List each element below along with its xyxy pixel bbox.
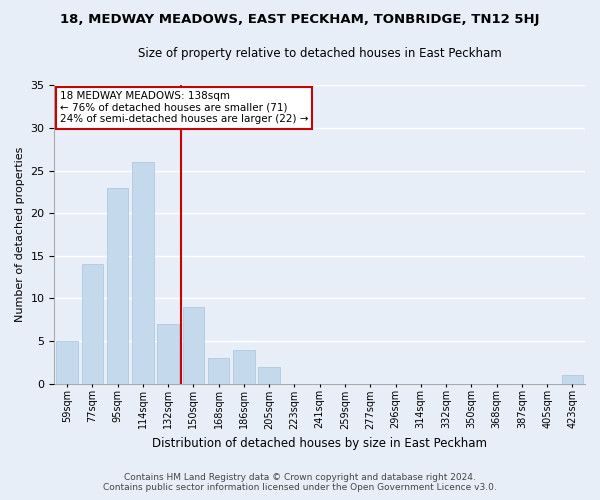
Bar bbox=[157, 324, 179, 384]
Bar bbox=[259, 366, 280, 384]
Bar bbox=[107, 188, 128, 384]
Text: 18 MEDWAY MEADOWS: 138sqm
← 76% of detached houses are smaller (71)
24% of semi-: 18 MEDWAY MEADOWS: 138sqm ← 76% of detac… bbox=[60, 91, 308, 124]
Text: 18, MEDWAY MEADOWS, EAST PECKHAM, TONBRIDGE, TN12 5HJ: 18, MEDWAY MEADOWS, EAST PECKHAM, TONBRI… bbox=[60, 12, 540, 26]
Bar bbox=[132, 162, 154, 384]
Bar bbox=[208, 358, 229, 384]
Title: Size of property relative to detached houses in East Peckham: Size of property relative to detached ho… bbox=[138, 48, 502, 60]
Y-axis label: Number of detached properties: Number of detached properties bbox=[15, 147, 25, 322]
Bar bbox=[233, 350, 254, 384]
Bar bbox=[56, 341, 78, 384]
Bar bbox=[562, 375, 583, 384]
Text: Contains HM Land Registry data © Crown copyright and database right 2024.
Contai: Contains HM Land Registry data © Crown c… bbox=[103, 473, 497, 492]
Bar bbox=[182, 307, 204, 384]
X-axis label: Distribution of detached houses by size in East Peckham: Distribution of detached houses by size … bbox=[152, 437, 487, 450]
Bar bbox=[82, 264, 103, 384]
